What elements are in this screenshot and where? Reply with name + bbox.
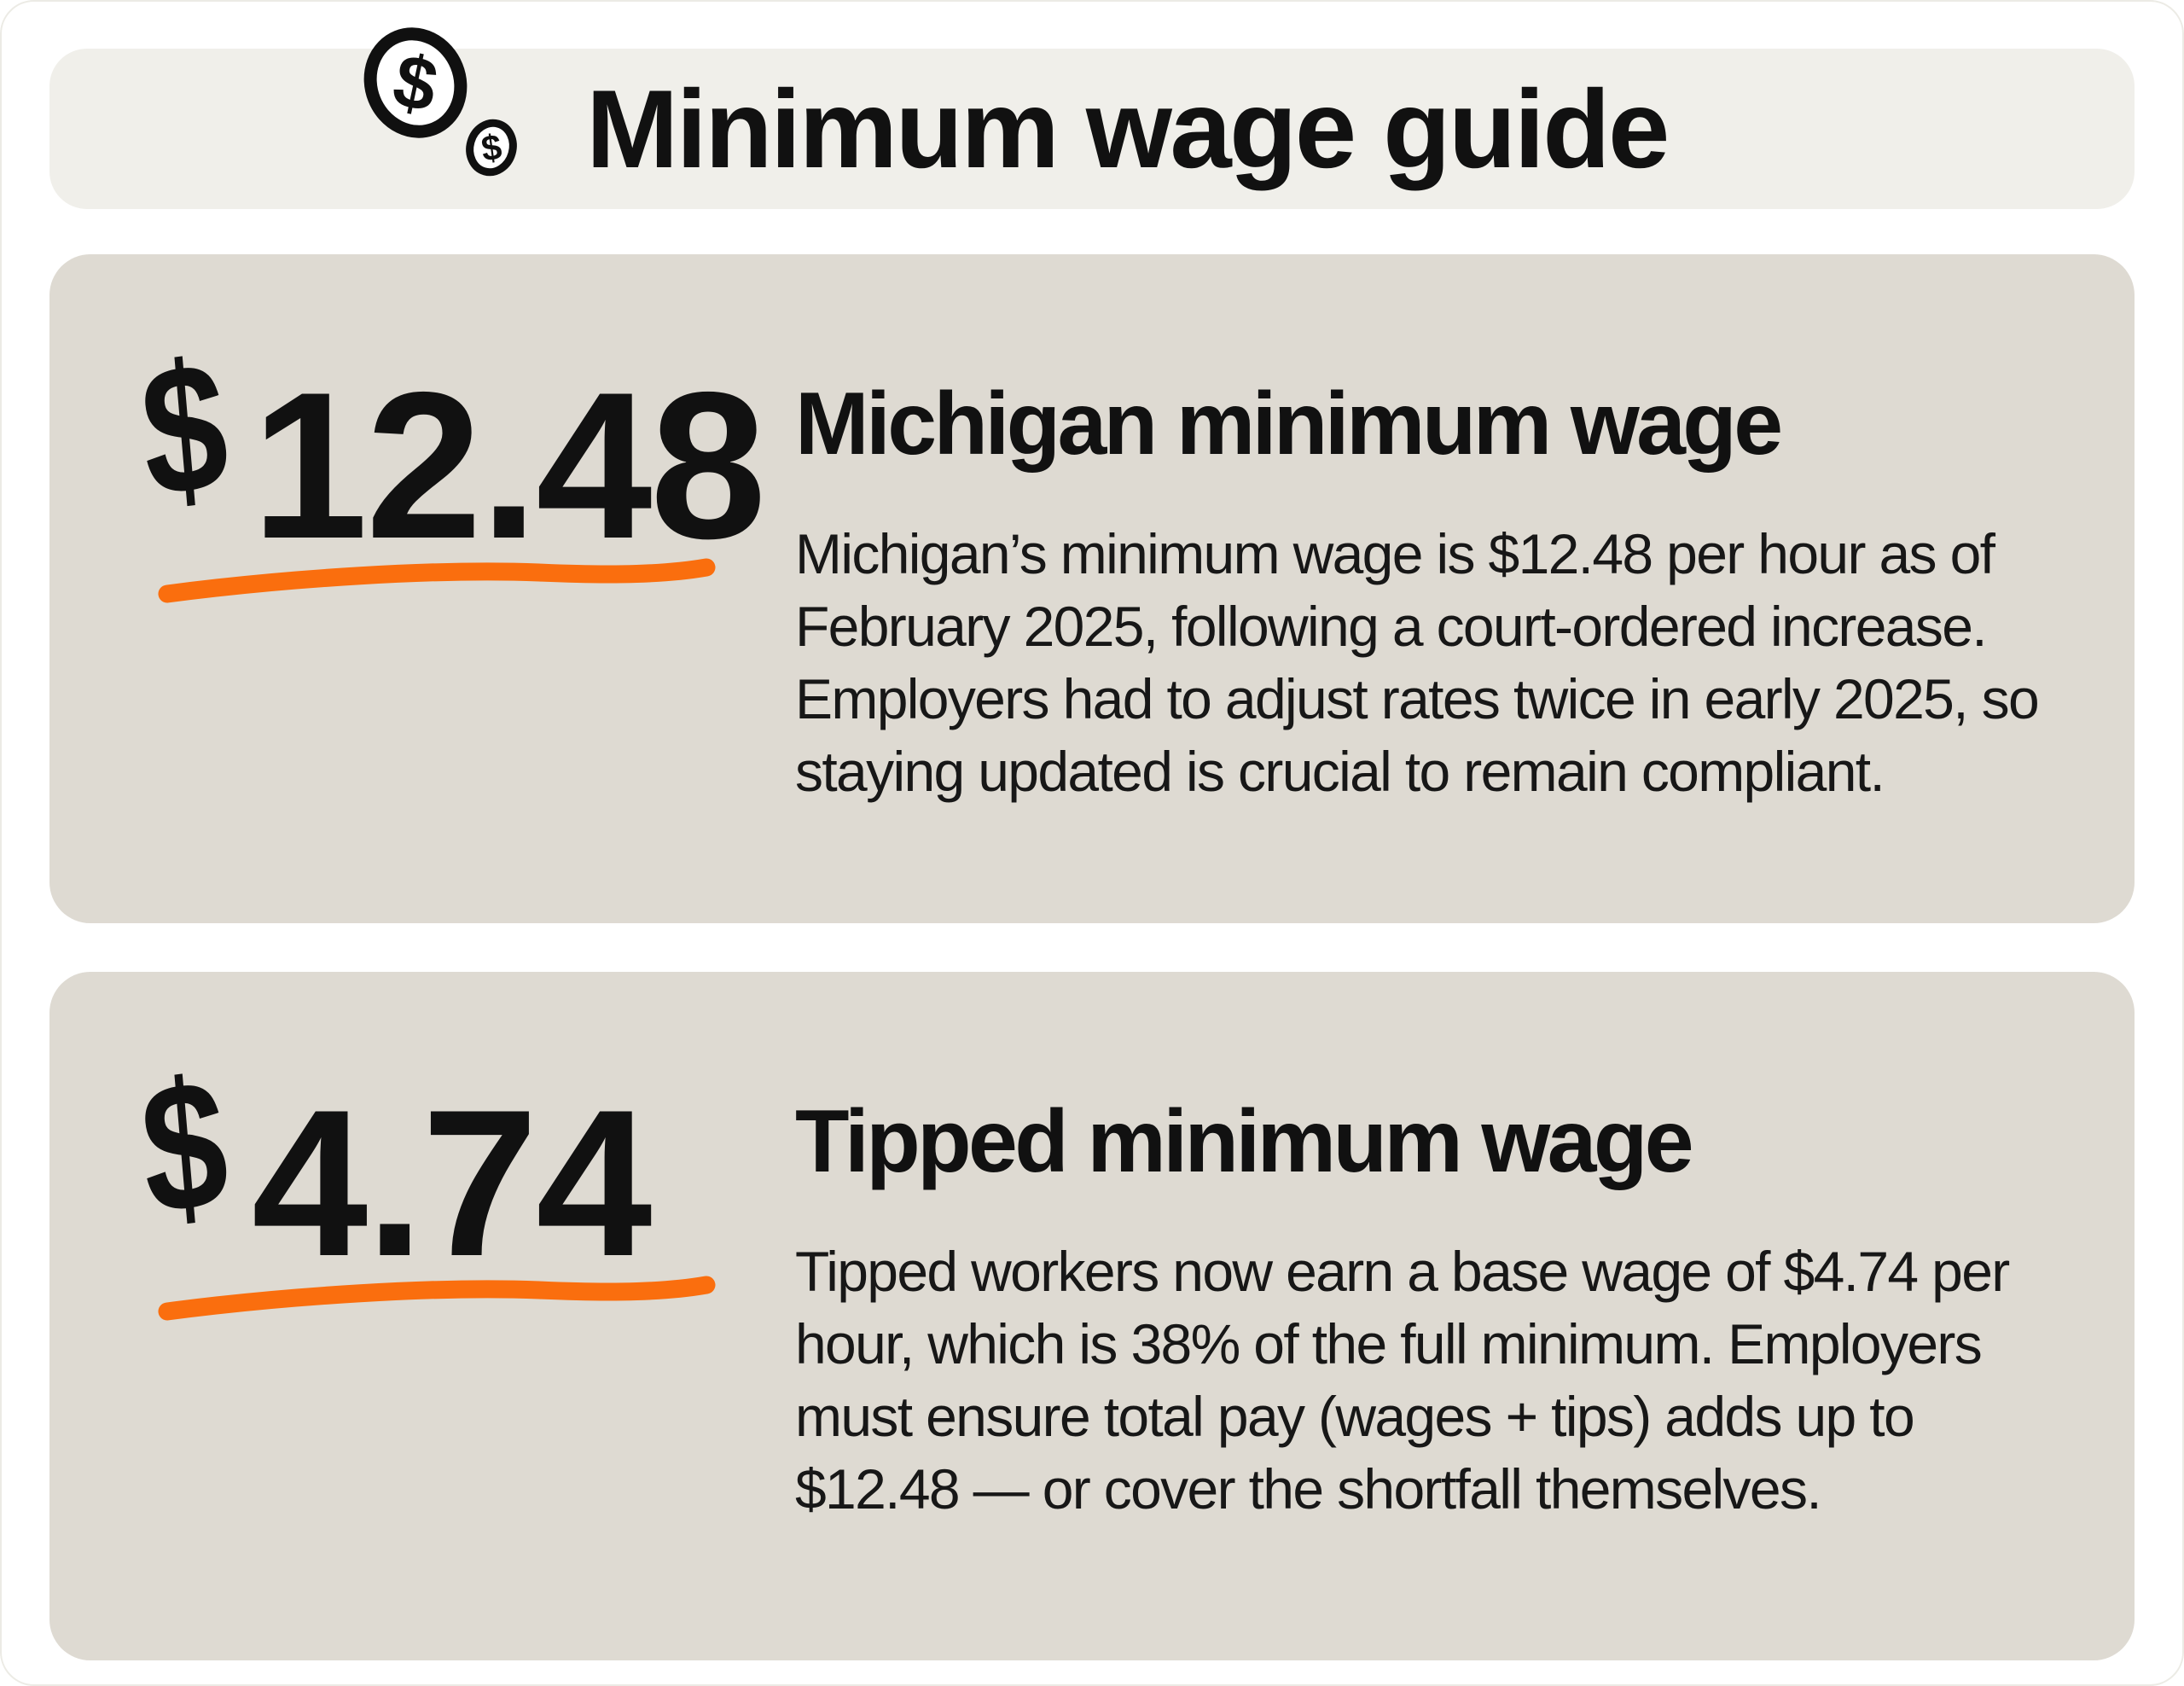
card-body: Michigan’s minimum wage is $12.48 per ho… [795, 522, 2040, 804]
hand-drawn-underline [158, 1276, 716, 1321]
hand-drawn-underline [158, 558, 716, 603]
card-heading: Tipped minimum wage [795, 1092, 1694, 1191]
dollar-coins-icon: $ $ [363, 27, 517, 177]
card-text-column: Tipped minimum wage Tipped workers now e… [795, 1092, 2075, 1526]
card-tipped-minimum-wage: $ 4.74 Tipped minimum wage Tipped worker… [49, 972, 2135, 1660]
dollar-coin-large-icon: $ [363, 27, 468, 138]
card-text-column: Michigan minimum wage Michigan’s minimum… [795, 375, 2075, 808]
card-body: Tipped workers now earn a base wage of $… [795, 1240, 2010, 1521]
card-michigan-minimum-wage: $ 12.48 Michigan minimum wage Michigan’s… [49, 254, 2135, 923]
dollar-coin-small-icon: $ [466, 119, 517, 177]
page-title: Minimum wage guide [586, 67, 1670, 191]
amount-dollar-sign: $ [133, 321, 235, 537]
amount-dollar-sign: $ [133, 1038, 235, 1254]
amount-value: 4.74 [252, 1066, 652, 1299]
title-bar: $ $ Minimum wage guide [49, 27, 2135, 209]
amount-value: 12.48 [252, 348, 766, 582]
card-heading: Michigan minimum wage [795, 375, 1783, 474]
